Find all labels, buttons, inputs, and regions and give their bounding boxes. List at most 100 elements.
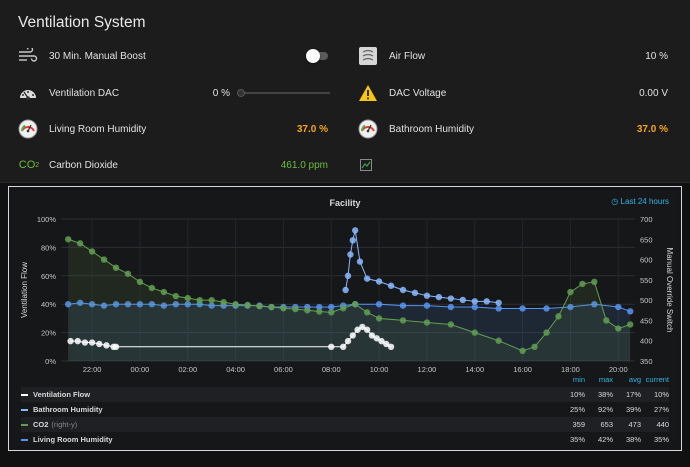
legend-rows: Ventilation Flow 10% 38% 17% 10% Bathroo… [21, 387, 669, 447]
y-tick-label: 60% [41, 272, 56, 281]
data-point-ventilation-flow [103, 342, 110, 349]
legend-max: 42% [597, 435, 613, 444]
data-point-co2 [112, 264, 120, 271]
entity-value: 461.0 ppm [280, 159, 328, 171]
co2-icon: CO 2 [18, 155, 40, 175]
entity-row-manual-boost[interactable]: 30 Min. Manual Boost [18, 38, 328, 74]
data-point-co2 [543, 329, 550, 336]
y2-tick-label: 500 [640, 296, 653, 305]
data-point-ventilation-flow [383, 340, 390, 348]
entity-name: DAC Voltage [389, 87, 447, 99]
legend-row-co2[interactable]: CO2 (right-y) 359 653 473 440 [21, 417, 669, 432]
data-point-bathroom-humidity [342, 286, 349, 294]
manual-boost-toggle[interactable] [306, 49, 328, 63]
entity-value: 37.0 % [636, 123, 668, 135]
legend-row-living-room-humidity[interactable]: Living Room Humidity 35% 42% 38% 35% [21, 432, 669, 447]
data-point-co2 [244, 301, 251, 309]
data-point-living-room-humidity [172, 301, 179, 308]
ventilation-dac-slider[interactable] [237, 87, 330, 99]
entity-row-bathroom-humidity[interactable]: Bathroom Humidity 37.0 % [358, 111, 668, 147]
data-point-co2 [447, 321, 455, 328]
time-range-picker[interactable]: ◷ Last 24 hours [611, 197, 669, 206]
x-tick-label: 08:00 [322, 365, 341, 374]
legend-label: Ventilation Flow [33, 390, 91, 399]
legend-header-current: current [645, 375, 669, 384]
data-point-bathroom-humidity [495, 299, 502, 306]
x-tick-label: 18:00 [561, 365, 580, 374]
entity-name: Living Room Humidity [49, 123, 147, 135]
entity-name: Air Flow [389, 50, 426, 62]
data-point-co2 [232, 301, 239, 308]
data-point-co2 [627, 321, 634, 328]
data-point-co2 [304, 307, 311, 314]
data-point-ventilation-flow [112, 343, 120, 350]
co2-icon-subscript: 2 [35, 161, 40, 169]
x-tick-label: 12:00 [418, 365, 437, 374]
data-point-bathroom-humidity [351, 227, 359, 234]
data-point-living-room-humidity [208, 302, 215, 309]
entity-row-living-room-humidity[interactable]: Living Room Humidity 37.0 % [18, 111, 328, 147]
entity-row-carbon-dioxide[interactable]: CO 2 Carbon Dioxide 461.0 ppm [18, 147, 328, 183]
y-axis-label: Ventilation Flow [20, 262, 29, 318]
data-point-co2 [148, 284, 156, 292]
data-point-living-room-humidity [567, 303, 574, 311]
data-point-ventilation-flow [67, 337, 74, 345]
legend-avg: 39% [625, 405, 641, 414]
entity-row-ventilation-dac[interactable]: Ventilation DAC 0 % [18, 75, 230, 111]
y-tick-label: 40% [41, 300, 56, 309]
data-point-co2 [256, 303, 263, 310]
data-point-co2 [555, 313, 562, 320]
panel-title: Facility [329, 198, 361, 208]
legend-avg: 38% [625, 435, 641, 444]
data-point-co2 [591, 278, 598, 286]
legend-sublabel: (right-y) [51, 420, 78, 429]
legend-row-ventilation-flow[interactable]: Ventilation Flow 10% 38% 17% 10% [21, 387, 669, 402]
data-point-living-room-humidity [112, 301, 120, 308]
fan-wind-icon [18, 46, 38, 66]
y2-tick-label: 400 [640, 337, 653, 346]
slider-knob[interactable] [237, 89, 245, 97]
y2-axis-label: Manual Override Switch [665, 248, 674, 333]
co2-icon-text: CO [18, 159, 36, 171]
data-point-living-room-humidity [64, 301, 72, 308]
y-tick-label: 20% [41, 329, 56, 338]
legend-label: CO2 [33, 420, 49, 429]
data-point-co2 [519, 347, 526, 355]
data-point-bathroom-humidity [387, 282, 395, 289]
data-point-co2 [603, 317, 610, 324]
data-point-living-room-humidity [124, 301, 132, 308]
data-point-living-room-humidity [100, 302, 108, 309]
data-point-bathroom-humidity [423, 292, 431, 299]
y2-tick-label: 550 [640, 276, 653, 285]
entity-row-air-flow[interactable]: Air Flow 10 % [358, 38, 668, 74]
legend-row-bathroom-humidity[interactable]: Bathroom Humidity 25% 92% 39% 27% [21, 402, 669, 417]
data-point-co2 [136, 278, 144, 286]
entity-value: 0 % [212, 87, 230, 99]
data-point-co2 [64, 236, 72, 243]
legend-max: 653 [600, 420, 613, 429]
legend-swatch [21, 393, 28, 396]
data-point-co2 [160, 288, 168, 296]
series-area-co2 [68, 239, 631, 361]
legend-max: 92% [597, 405, 613, 414]
data-point-ventilation-flow [81, 339, 89, 346]
entity-value: 37.0 % [296, 123, 328, 135]
speedometer-icon [18, 83, 38, 103]
data-point-co2 [280, 305, 287, 312]
data-point-living-room-humidity [328, 303, 335, 311]
data-point-ventilation-flow [344, 337, 352, 345]
x-tick-label: 10:00 [370, 365, 389, 374]
data-point-living-room-humidity [76, 299, 84, 306]
data-point-ventilation-flow [349, 332, 356, 339]
data-point-co2 [124, 270, 132, 277]
data-point-co2 [220, 298, 227, 306]
chart-panel: Facility ◷ Last 24 hours 0% 20% 40% 60% 80% 1… [8, 186, 682, 451]
data-point-co2 [172, 292, 179, 300]
data-point-co2 [471, 329, 478, 336]
entity-row-dac-voltage[interactable]: DAC Voltage 0.00 V [358, 75, 668, 111]
x-tick-label: 22:00 [83, 365, 102, 374]
data-point-bathroom-humidity [435, 293, 443, 301]
x-tick-label: 02:00 [178, 365, 197, 374]
data-point-living-room-humidity [399, 302, 407, 309]
series-line-bathroom-humidity [345, 230, 499, 304]
